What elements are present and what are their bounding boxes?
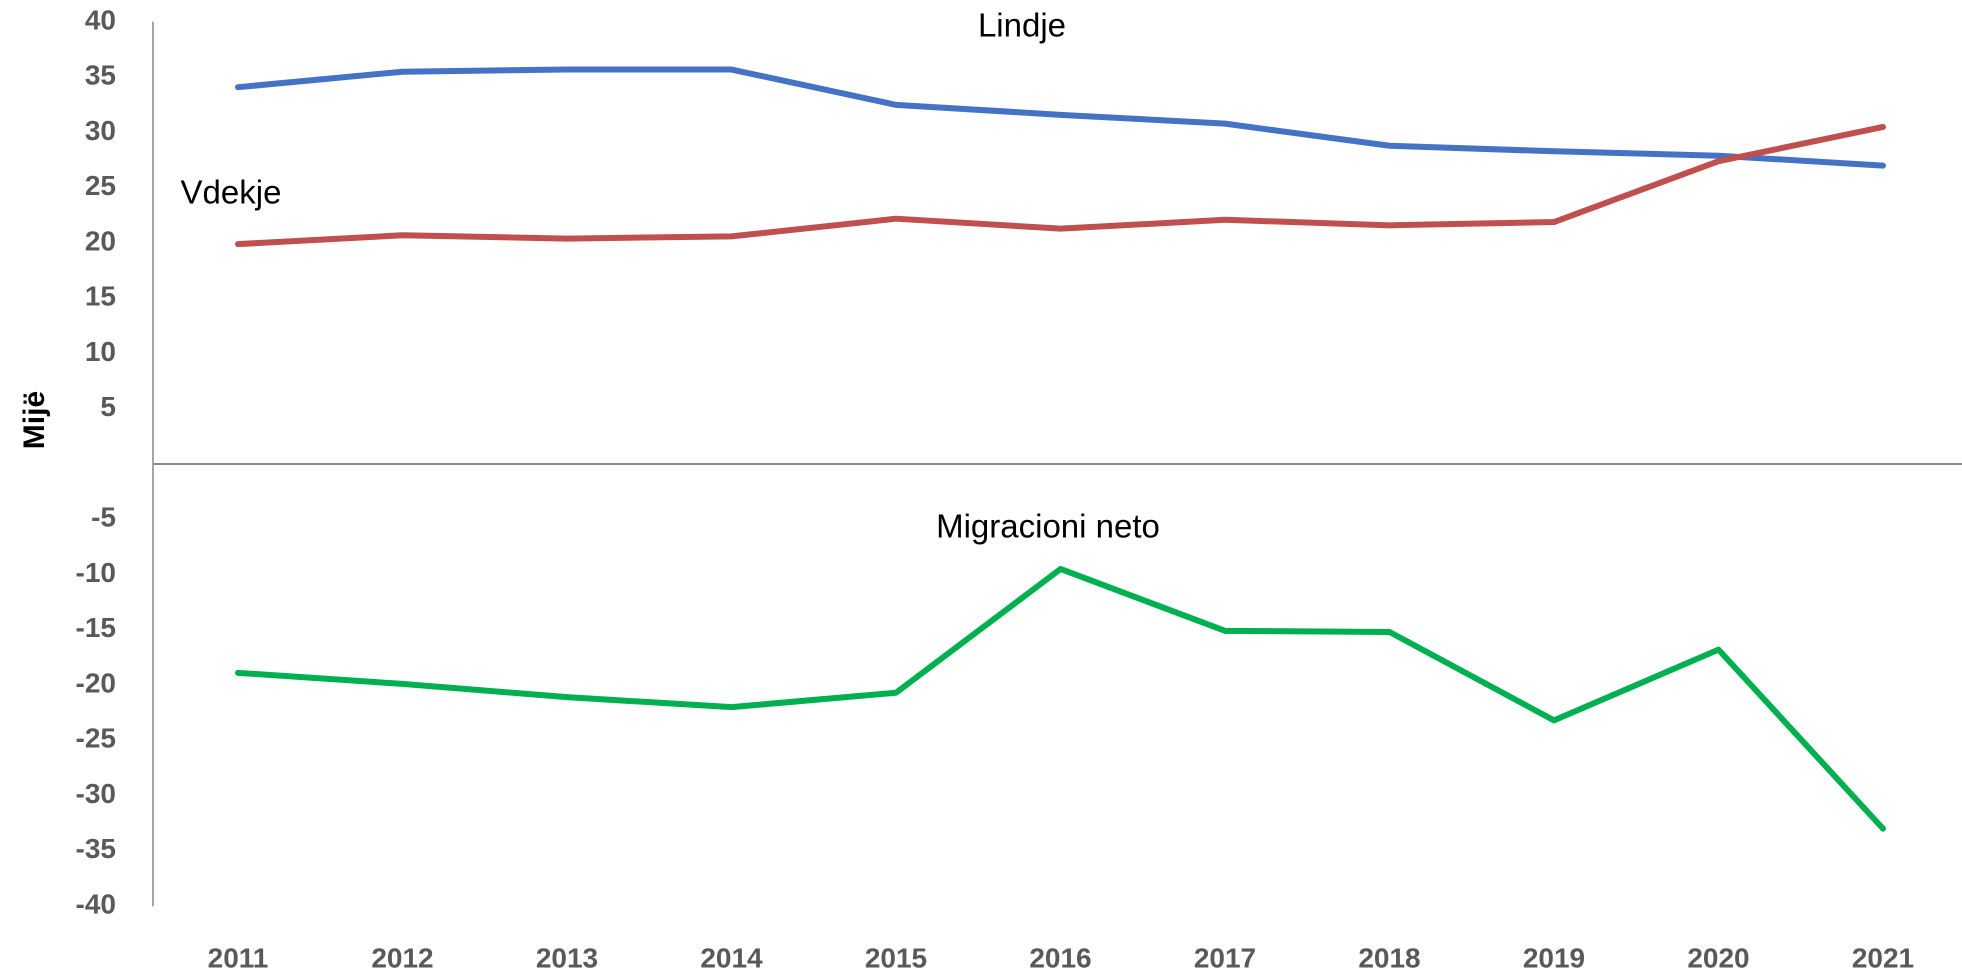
y-tick-label: -30 xyxy=(76,778,116,809)
x-tick-label: 2019 xyxy=(1523,942,1585,973)
x-tick-label: 2016 xyxy=(1029,942,1091,973)
series-label: Migracioni neto xyxy=(936,508,1160,545)
y-tick-label: 15 xyxy=(85,281,116,312)
x-tick-label: 2018 xyxy=(1358,942,1420,973)
series-label: Vdekje xyxy=(181,174,282,211)
series-label: Lindje xyxy=(978,7,1066,44)
y-tick-label: -10 xyxy=(76,557,116,588)
y-tick-label: -15 xyxy=(76,612,116,643)
y-tick-label: 40 xyxy=(85,4,116,35)
y-tick-label: 20 xyxy=(85,225,116,256)
y-tick-label: -40 xyxy=(76,888,116,919)
y-tick-label: -20 xyxy=(76,667,116,698)
x-tick-label: 2017 xyxy=(1194,942,1256,973)
y-tick-label: 35 xyxy=(85,60,116,91)
series-line xyxy=(235,565,1886,832)
y-tick-label: 25 xyxy=(85,170,116,201)
series-line xyxy=(235,123,1886,248)
y-tick-label: 30 xyxy=(85,115,116,146)
series-line xyxy=(235,66,1886,169)
y-axis-title: Mijë xyxy=(18,391,51,449)
y-tick-label: -35 xyxy=(76,833,116,864)
y-tick-label: 5 xyxy=(100,391,116,422)
x-tick-label: 2012 xyxy=(371,942,433,973)
y-tick-label: 10 xyxy=(85,336,116,367)
x-tick-label: 2021 xyxy=(1852,942,1914,973)
x-tick-label: 2015 xyxy=(865,942,927,973)
x-tick-label: 2020 xyxy=(1687,942,1749,973)
x-tick-label: 2011 xyxy=(208,942,269,973)
y-tick-label: -25 xyxy=(76,723,116,754)
x-tick-label: 2013 xyxy=(536,942,598,973)
x-tick-label: 2014 xyxy=(700,942,763,973)
y-tick-label: -5 xyxy=(91,502,116,533)
